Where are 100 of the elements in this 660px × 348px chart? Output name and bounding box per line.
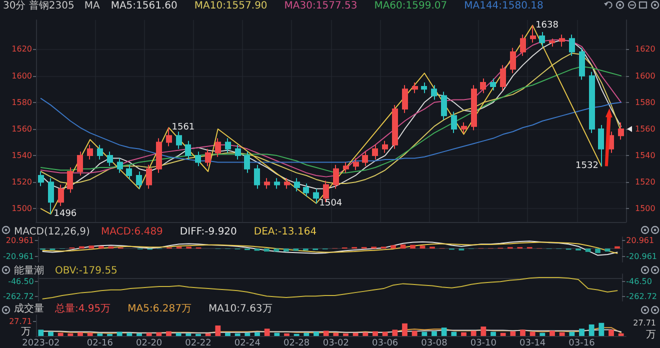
legend-title: 能量潮 <box>14 264 44 276</box>
bar <box>304 332 310 336</box>
x-tick-label: 03-08 <box>421 338 448 348</box>
bar <box>225 332 230 336</box>
candlestick <box>431 84 437 100</box>
series-label: MA5:6.287万 <box>128 304 192 314</box>
bar <box>540 332 546 336</box>
data-label: 1638 <box>536 20 559 30</box>
x-tick-label: 03-14 <box>520 338 546 348</box>
bar <box>48 332 54 336</box>
bar <box>480 326 486 336</box>
x-tick-label: 02-28 <box>284 338 310 348</box>
line-series <box>40 98 622 163</box>
candlestick <box>77 151 83 176</box>
line-series <box>40 66 622 174</box>
y2-tick-label: 1520 <box>635 178 656 187</box>
x-tick-label: 02-16 <box>86 338 114 348</box>
bar <box>38 330 44 336</box>
candlestick <box>392 104 398 150</box>
data-label: 1504 <box>319 198 342 208</box>
candlestick <box>313 188 319 204</box>
series-label: DIFF:-9.920 <box>180 226 237 238</box>
candlestick <box>176 131 182 150</box>
y2-tick-label: -46.50 <box>626 276 652 286</box>
candlestick <box>117 158 123 174</box>
bar <box>97 333 103 336</box>
bar <box>608 330 614 336</box>
bar <box>333 332 339 336</box>
y2-tick-label: 1580 <box>635 98 656 107</box>
bar <box>126 332 132 336</box>
bar <box>87 332 93 336</box>
text: MA30:1577.53 <box>284 0 358 12</box>
text: MA144:1580.18 <box>464 0 544 12</box>
legend-title: 成交量 <box>14 302 44 314</box>
bar <box>156 332 162 336</box>
y-axis-title: 万 <box>21 326 31 338</box>
candlestick <box>97 144 103 160</box>
bar <box>618 333 624 336</box>
candlestick <box>353 158 359 171</box>
candlestick <box>254 164 260 190</box>
bar <box>579 328 584 336</box>
bar <box>461 332 466 336</box>
bar <box>58 332 64 336</box>
series-label: MACD:6.489 <box>100 226 163 238</box>
y-tick-label: -262.72 <box>2 292 34 301</box>
legend-title: MACD(12,26,9) <box>14 226 90 238</box>
candlestick <box>579 47 585 80</box>
bar <box>314 332 319 336</box>
candlestick <box>225 138 231 154</box>
candlestick <box>38 171 44 187</box>
bar <box>323 330 329 336</box>
candlestick <box>264 178 270 190</box>
series-label: MA10:7.63万 <box>208 304 272 314</box>
bar <box>530 332 536 336</box>
y-tick-label: -46.50 <box>8 276 34 286</box>
candlestick <box>402 84 408 114</box>
bar <box>136 333 142 336</box>
y2-tick-label: 20.961 <box>626 236 654 246</box>
bar <box>166 331 172 336</box>
y-tick-label: 20.961 <box>6 236 34 246</box>
text: 万 <box>646 330 656 340</box>
candlestick <box>362 151 368 167</box>
candlestick <box>107 151 113 167</box>
candlestick <box>195 151 201 167</box>
x-tick-label: 2023-02 <box>22 338 60 348</box>
candlestick <box>274 178 280 190</box>
bar <box>254 332 260 336</box>
series-label: OBV:-179.55 <box>55 266 118 276</box>
bar <box>470 330 476 336</box>
candlestick <box>284 178 290 190</box>
y2-tick-label: 1540 <box>635 151 656 160</box>
candlestick <box>67 167 73 194</box>
candlestick <box>559 34 565 48</box>
candlestick <box>166 127 172 147</box>
candlestick <box>294 178 300 192</box>
y2-tick-label: -262.72 <box>626 292 658 301</box>
candlestick <box>382 140 388 154</box>
bar <box>372 331 378 336</box>
candlestick <box>136 171 142 190</box>
bar <box>234 333 240 336</box>
bar <box>569 332 575 336</box>
bar <box>284 333 290 336</box>
bar <box>550 330 555 336</box>
bar <box>412 330 418 336</box>
candlestick <box>589 71 595 134</box>
y-tick-label: 1560 <box>12 124 32 134</box>
y-tick-label: -20.961 <box>2 252 34 261</box>
candlestick <box>205 148 211 167</box>
series-label: DEA:-13.164 <box>254 226 317 238</box>
candlestick <box>451 111 457 134</box>
x-tick-label: 03-16 <box>568 338 596 348</box>
candlestick <box>126 164 132 180</box>
text: 27.71 <box>633 318 656 328</box>
bar <box>402 323 408 336</box>
x-tick-label: 03-06 <box>372 338 398 348</box>
bar <box>451 332 457 336</box>
bar <box>490 332 496 336</box>
bar <box>362 332 368 336</box>
candlestick <box>480 78 486 94</box>
series-label: 总量:4.95万 <box>54 302 111 314</box>
